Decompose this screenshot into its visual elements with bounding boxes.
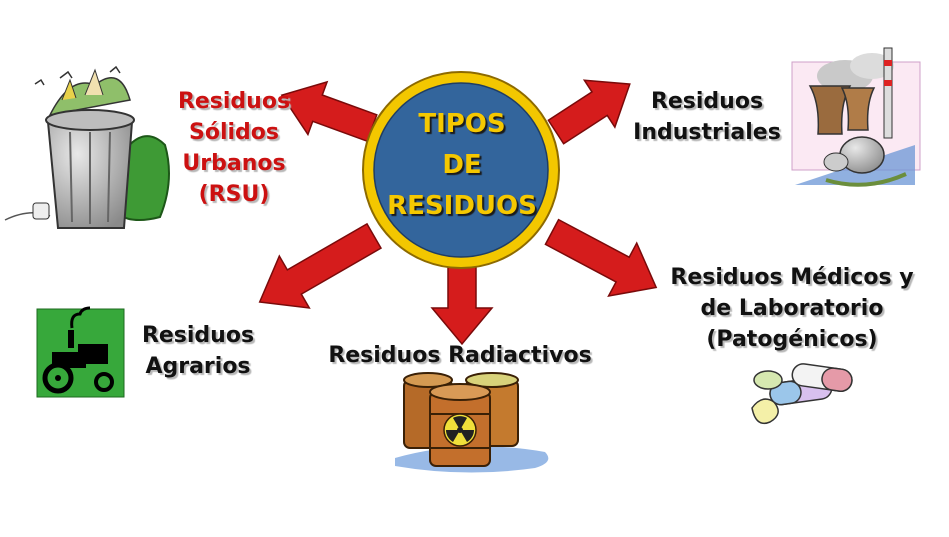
arrow-to-medicos <box>544 218 658 298</box>
title-line-3: RESIDUOS <box>387 191 537 221</box>
label-medicos-line-3: (Patogénicos) <box>706 327 878 352</box>
label-medicos-line-2: de Laboratorio <box>700 296 884 321</box>
factory-icon <box>791 47 921 187</box>
label-rsu-line-2: Sólidos <box>189 120 279 145</box>
arrow-to-agrarios <box>258 222 383 309</box>
label-radiactivos-line-1: Residuos Radiactivos <box>328 343 592 368</box>
arrow-to-rsu <box>280 80 378 143</box>
pills-icon <box>751 363 853 425</box>
title-line-1: TIPOS <box>418 109 506 139</box>
trash-can-icon <box>4 65 170 229</box>
label-agrarios: Residuos Agrarios <box>136 320 260 382</box>
label-rsu-line-3: Urbanos <box>182 151 286 176</box>
label-industriales-line-2: Industriales <box>633 120 781 145</box>
label-industriales-line-1: Residuos <box>650 89 764 114</box>
center-title: TIPOS DE RESIDUOS <box>374 104 550 227</box>
arrow-to-industriales <box>547 79 631 145</box>
label-agrarios-line-1: Residuos <box>141 323 255 348</box>
center-circle <box>362 71 560 269</box>
label-industriales: Residuos Industriales <box>622 86 792 148</box>
label-agrarios-line-2: Agrarios <box>145 354 251 379</box>
label-rsu-line-4: (RSU) <box>198 182 270 207</box>
label-radiactivos: Residuos Radiactivos <box>318 340 602 371</box>
radioactive-barrels-icon <box>395 372 549 473</box>
label-medicos-line-1: Residuos Médicos y <box>670 265 914 290</box>
label-rsu-line-1: Residuos <box>177 89 291 114</box>
title-line-2: DE <box>442 150 482 180</box>
label-medicos: Residuos Médicos y de Laboratorio (Patog… <box>658 262 926 355</box>
arrow-to-radiactivos <box>430 257 494 346</box>
label-rsu: Residuos Sólidos Urbanos (RSU) <box>166 86 302 210</box>
tractor-icon <box>36 306 125 398</box>
